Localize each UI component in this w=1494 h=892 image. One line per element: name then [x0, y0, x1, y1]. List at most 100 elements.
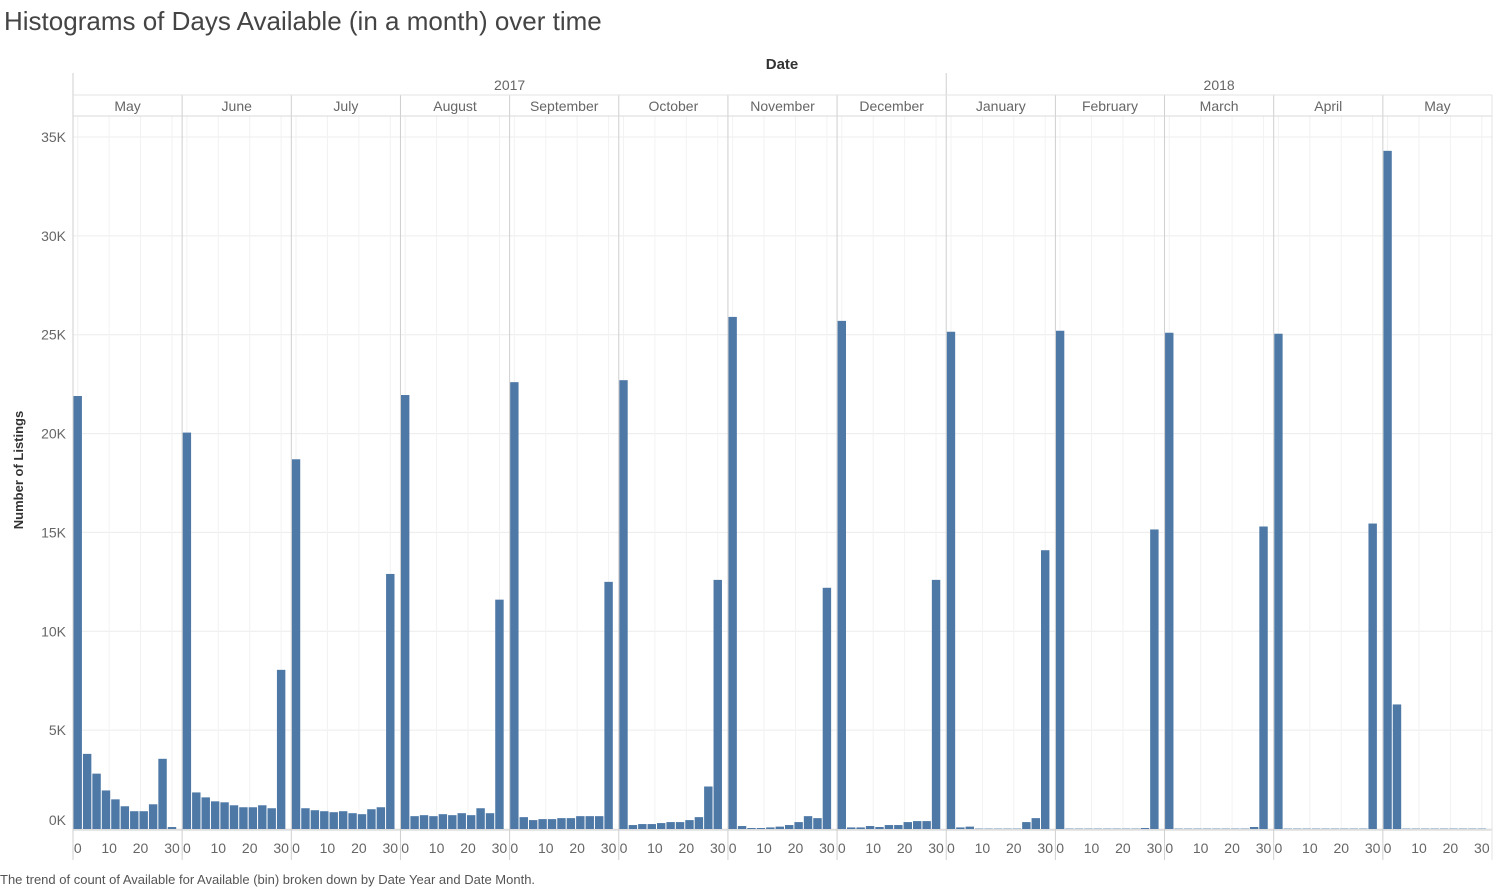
- chart-caption: The trend of count of Available for Avai…: [0, 872, 536, 887]
- x-tick-label: 0: [183, 840, 191, 856]
- x-tick-label: 20: [897, 840, 913, 856]
- histogram-bar: [1392, 704, 1402, 829]
- histogram-bar: [875, 827, 884, 829]
- x-tick-label: 30: [492, 840, 508, 856]
- histogram-bar: [248, 807, 258, 829]
- x-tick-label: 0: [292, 840, 300, 856]
- histogram-bar: [376, 807, 386, 829]
- x-tick-label: 10: [647, 840, 663, 856]
- histogram-bar: [1041, 550, 1050, 829]
- histogram-bar: [1274, 333, 1283, 829]
- histogram-bar: [229, 805, 239, 829]
- histogram-bar: [903, 822, 912, 829]
- histogram-bar: [400, 395, 410, 829]
- histogram-bar: [538, 819, 547, 829]
- histogram-bar: [856, 827, 865, 829]
- x-tick-label: 0: [1056, 840, 1064, 856]
- histogram-bar: [666, 822, 675, 829]
- histogram-bar: [813, 818, 822, 829]
- histogram-bar: [675, 822, 685, 829]
- x-tick-label: 20: [460, 840, 476, 856]
- histogram-bar: [803, 816, 813, 829]
- month-header-label: May: [114, 98, 140, 114]
- chart-title: Histograms of Days Available (in a month…: [4, 6, 602, 36]
- histogram-bar: [1368, 523, 1377, 829]
- y-axis-label: Number of Listings: [11, 411, 26, 529]
- histogram-bar: [519, 817, 528, 829]
- histogram-bar: [291, 459, 301, 829]
- frame-layer: [72, 73, 1493, 860]
- histogram-bar: [485, 813, 495, 829]
- y-tick-label: 25K: [41, 327, 67, 343]
- x-tick-label: 30: [1474, 840, 1490, 856]
- histogram-bar: [410, 816, 419, 829]
- histogram-bar: [82, 753, 92, 829]
- histogram-bar: [656, 823, 666, 829]
- histogram-bar: [386, 573, 395, 829]
- histogram-bar: [847, 827, 856, 829]
- x-tick-label: 10: [211, 840, 227, 856]
- month-header-label: July: [333, 98, 358, 114]
- histogram-bar: [495, 599, 504, 829]
- histogram-bar: [766, 827, 775, 829]
- histogram-bar: [713, 579, 722, 829]
- histogram-bar: [576, 816, 585, 829]
- x-tick-label: 20: [1443, 840, 1459, 856]
- month-header-label: September: [530, 98, 599, 114]
- y-tick-label: 30K: [41, 228, 67, 244]
- x-tick-label: 10: [101, 840, 117, 856]
- x-tick-label: 20: [788, 840, 804, 856]
- x-tick-label: 0: [729, 840, 737, 856]
- x-tick-label: 20: [242, 840, 258, 856]
- histogram-bar: [922, 821, 931, 829]
- x-tick-label: 20: [1006, 840, 1022, 856]
- histogram-bar: [1150, 529, 1159, 829]
- x-tick-label: 0: [1165, 840, 1173, 856]
- histogram-bar: [120, 806, 130, 829]
- x-tick-label: 20: [1333, 840, 1349, 856]
- histogram-bar: [1022, 822, 1031, 829]
- x-tick-label: 30: [273, 840, 289, 856]
- histogram-bar: [220, 802, 229, 829]
- histogram-bar: [1165, 332, 1174, 829]
- month-header-label: March: [1200, 98, 1239, 114]
- x-tick-label: 10: [1193, 840, 1209, 856]
- x-tick-label: 10: [756, 840, 772, 856]
- x-tick-label: 20: [133, 840, 149, 856]
- x-tick-label: 10: [1302, 840, 1318, 856]
- histogram-bar: [139, 811, 148, 829]
- histogram-bar: [946, 331, 956, 829]
- x-tick-label: 30: [601, 840, 617, 856]
- month-header-label: November: [750, 98, 815, 114]
- histogram-bar: [604, 581, 613, 829]
- x-tick-label: 20: [1224, 840, 1240, 856]
- histogram-bar: [210, 801, 220, 829]
- x-tick-label: 30: [1147, 840, 1163, 856]
- histogram-bar: [594, 816, 604, 829]
- histogram-bar: [619, 380, 628, 829]
- histogram-bar: [158, 758, 167, 829]
- year-header-label: 2017: [494, 77, 525, 93]
- x-tick-label: 30: [383, 840, 399, 856]
- histogram-bar: [466, 815, 476, 829]
- histogram-bar: [301, 808, 310, 829]
- histogram-bar: [239, 807, 248, 829]
- histogram-bar: [258, 805, 267, 829]
- x-tick-label: 30: [1365, 840, 1381, 856]
- histogram-bar: [1383, 150, 1392, 830]
- histogram-bar: [912, 821, 922, 829]
- x-tick-label: 20: [1115, 840, 1131, 856]
- histogram-bar: [566, 818, 576, 829]
- x-tick-label: 0: [838, 840, 846, 856]
- histogram-bar: [419, 815, 429, 829]
- histogram-bar: [338, 811, 348, 829]
- y-tick-label: 10K: [41, 623, 67, 639]
- histogram-bar: [476, 808, 485, 829]
- histogram-bar: [329, 812, 338, 829]
- x-tick-label: 10: [429, 840, 445, 856]
- month-header-label: April: [1314, 98, 1342, 114]
- x-tick-label: 0: [510, 840, 518, 856]
- x-tick-label: 30: [928, 840, 944, 856]
- histogram-bar: [92, 773, 101, 829]
- histogram-bar: [628, 825, 638, 829]
